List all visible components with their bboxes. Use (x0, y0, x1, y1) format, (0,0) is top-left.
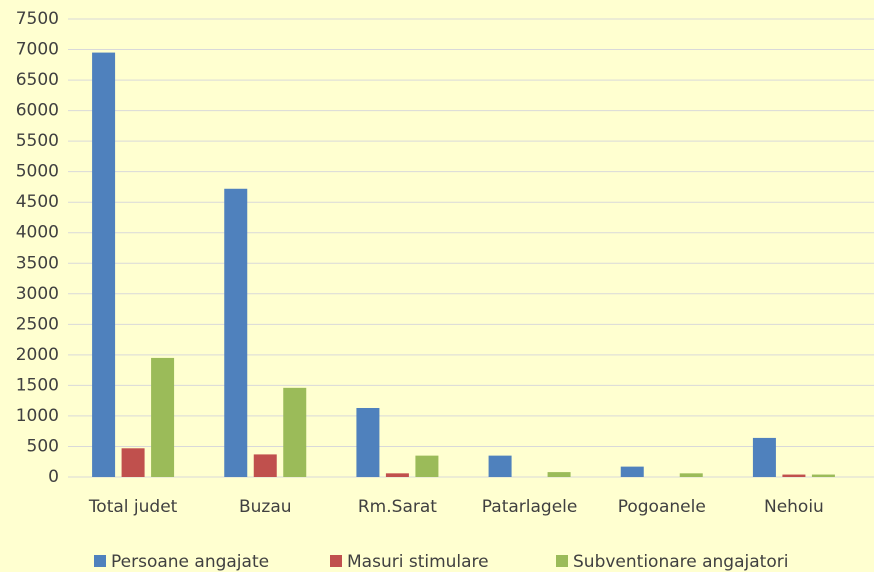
y-tick-label: 1500 (16, 375, 59, 395)
bar (811, 474, 835, 477)
x-tick-label: Total judet (88, 497, 178, 517)
legend-swatch (556, 555, 568, 567)
y-tick-label: 3000 (16, 284, 59, 304)
y-tick-label: 1000 (16, 406, 59, 426)
bar (488, 455, 512, 477)
bar (415, 455, 439, 477)
bar (752, 437, 776, 477)
y-tick-label: 3500 (16, 253, 59, 273)
y-tick-label: 500 (27, 436, 59, 456)
y-tick-label: 0 (48, 467, 59, 487)
bar (92, 52, 116, 477)
y-tick-label: 6500 (16, 70, 59, 90)
x-tick-label: Nehoiu (764, 497, 824, 517)
bar (620, 466, 644, 477)
x-tick-label: Patarlagele (482, 497, 578, 517)
bar (151, 357, 175, 477)
bar (356, 407, 380, 477)
x-tick-label: Pogoanele (618, 497, 706, 517)
legend-swatch (330, 555, 342, 567)
bar (385, 473, 409, 477)
y-tick-label: 5000 (16, 162, 59, 182)
y-tick-label: 2000 (16, 345, 59, 365)
bar (224, 188, 248, 478)
bar (121, 448, 145, 477)
bar (679, 473, 703, 477)
y-tick-label: 2500 (16, 314, 59, 334)
legend-label: Subventionare angajatori (573, 552, 788, 572)
x-tick-label: Buzau (239, 497, 292, 517)
legend-label: Masuri stimulare (347, 552, 489, 572)
y-tick-label: 7500 (16, 9, 59, 29)
bar (547, 472, 571, 477)
bar (782, 474, 806, 477)
legend-swatch (94, 555, 106, 567)
x-tick-label: Rm.Sarat (358, 497, 437, 517)
y-tick-label: 4500 (16, 192, 59, 212)
legend-label: Persoane angajate (111, 552, 269, 572)
y-tick-label: 5500 (16, 131, 59, 151)
y-tick-label: 4000 (16, 223, 59, 243)
y-tick-label: 7000 (16, 40, 59, 60)
bar (283, 387, 307, 477)
y-tick-label: 6000 (16, 101, 59, 121)
bar (253, 454, 277, 477)
